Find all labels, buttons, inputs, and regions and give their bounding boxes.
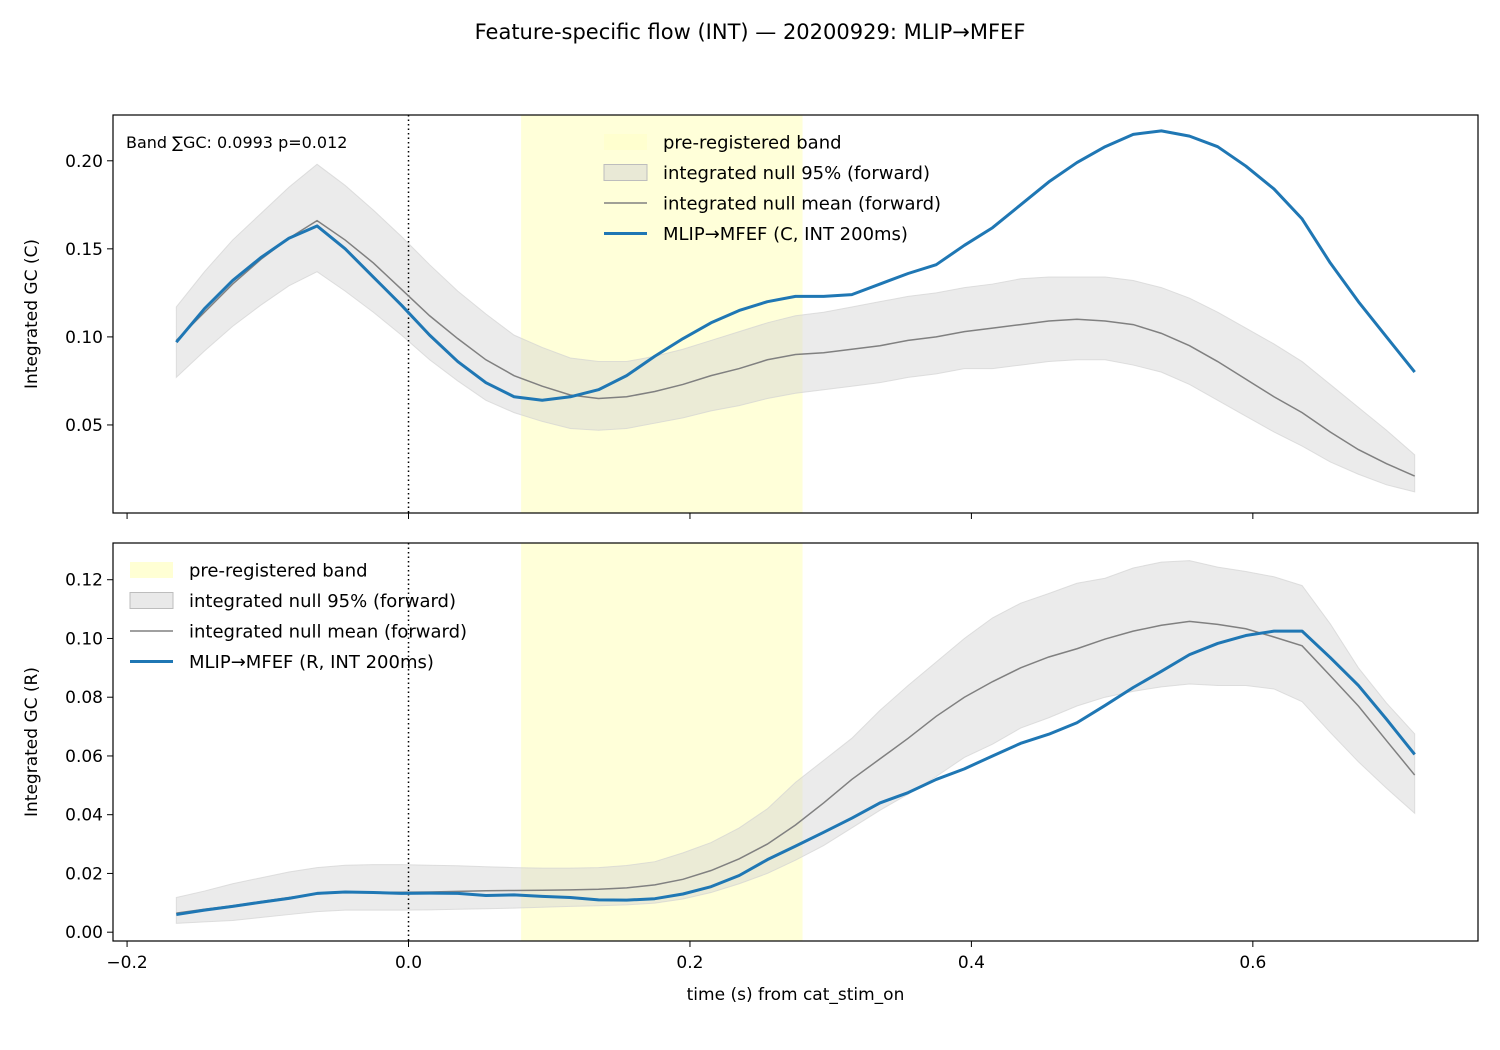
x-tick-label: −0.2 xyxy=(106,953,147,973)
observed-line xyxy=(175,129,1416,402)
null-95-envelope xyxy=(175,163,1416,493)
x-axis-label: time (s) from cat_stim_on xyxy=(687,985,905,1005)
legend-label: integrated null 95% (forward) xyxy=(189,591,456,612)
legend-swatch-band xyxy=(604,134,647,150)
axes-frame xyxy=(112,542,1479,942)
y-tick-label: 0.15 xyxy=(65,240,103,260)
panel-top: 0.05 0.10 0.15 0.20 Integrated GC (C) Band ∑G… xyxy=(22,114,1479,519)
y-tick-label: 0.10 xyxy=(65,629,103,649)
axes-frame xyxy=(112,114,1479,514)
y-tick-label: 0.20 xyxy=(65,152,103,172)
y-tick-label: 0.06 xyxy=(65,747,103,767)
y-tick-label: 0.00 xyxy=(65,923,103,943)
legend-label: integrated null 95% (forward) xyxy=(663,163,930,184)
band-sum-annotation: Band ∑GC: 0.0993 p=0.012 xyxy=(126,133,347,152)
null-mean-line xyxy=(175,219,1415,477)
y-tick-label: 0.04 xyxy=(65,806,103,826)
y-tick-label: 0.08 xyxy=(65,688,103,708)
x-tick-label: 0.6 xyxy=(1239,953,1266,973)
y-tick-label: 0.05 xyxy=(65,416,103,436)
legend-label: integrated null mean (forward) xyxy=(189,622,467,643)
y-tick-label: 0.12 xyxy=(65,571,103,591)
observed-line xyxy=(176,629,1416,917)
legend-swatch-null xyxy=(129,592,174,609)
legend-label: integrated null mean (forward) xyxy=(663,194,941,215)
null-95-envelope xyxy=(175,560,1416,924)
y-axis-label: Integrated GC (C) xyxy=(22,239,42,389)
legend-swatch-band xyxy=(130,562,173,578)
plot-area xyxy=(175,115,1416,513)
y-axis-label: Integrated GC (R) xyxy=(22,667,42,817)
x-tick-label: 0.2 xyxy=(676,953,703,973)
y-tick-label: 0.10 xyxy=(65,328,103,348)
legend-swatch-null xyxy=(603,164,648,181)
x-tick-label: 0.4 xyxy=(958,953,985,973)
legend-label: MLIP→MFEF (R, INT 200ms) xyxy=(189,652,434,673)
legend-label: pre-registered band xyxy=(189,561,368,582)
panel-bottom: 0.00 0.02 0.04 0.06 0.08 0.10 0.12 −0.2 0.0 0.2 0.… xyxy=(22,542,1479,1005)
figure-title: Feature-specific flow (INT) — 20200929: … xyxy=(475,20,1026,44)
legend: pre-registered band integrated null 95% (… xyxy=(129,561,467,673)
preregistered-band xyxy=(521,115,803,513)
legend-label: MLIP→MFEF (C, INT 200ms) xyxy=(663,224,908,245)
legend-label: pre-registered band xyxy=(663,133,842,154)
x-tick-label: 0.0 xyxy=(395,953,422,973)
legend: pre-registered band integrated null 95% (… xyxy=(603,133,941,245)
y-tick-label: 0.02 xyxy=(65,864,103,884)
preregistered-band xyxy=(521,543,803,941)
plot-area xyxy=(175,543,1416,941)
